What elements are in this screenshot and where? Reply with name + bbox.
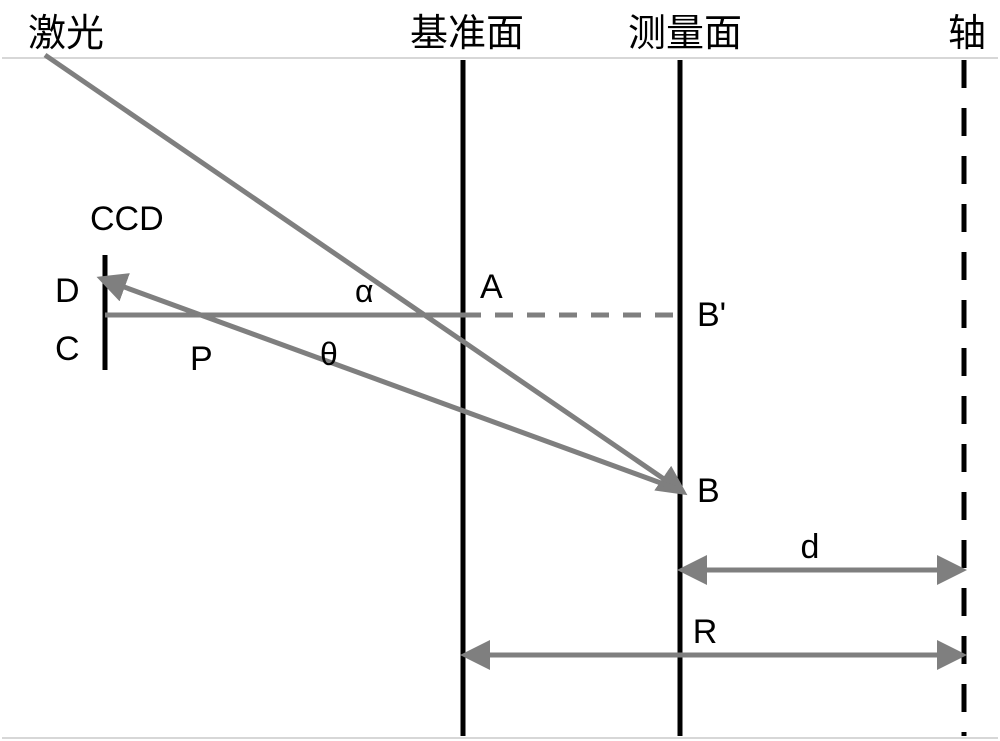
label-d: d [801, 528, 820, 566]
label-P: P [190, 340, 213, 378]
label-alpha: α [355, 273, 374, 309]
label-D: D [55, 272, 80, 310]
label-measure-plane: 测量面 [628, 13, 742, 55]
label-theta: θ [320, 336, 338, 372]
label-axis: 轴 [948, 13, 986, 55]
label-C: C [55, 330, 80, 368]
label-A: A [480, 268, 503, 306]
label-laser: 激光 [28, 13, 104, 55]
label-reference-plane: 基准面 [410, 13, 524, 55]
label-ccd: CCD [90, 200, 164, 238]
background [0, 0, 1000, 741]
label-R: R [693, 613, 718, 651]
label-B: B [697, 472, 720, 510]
label-B-prime: B' [697, 296, 726, 334]
